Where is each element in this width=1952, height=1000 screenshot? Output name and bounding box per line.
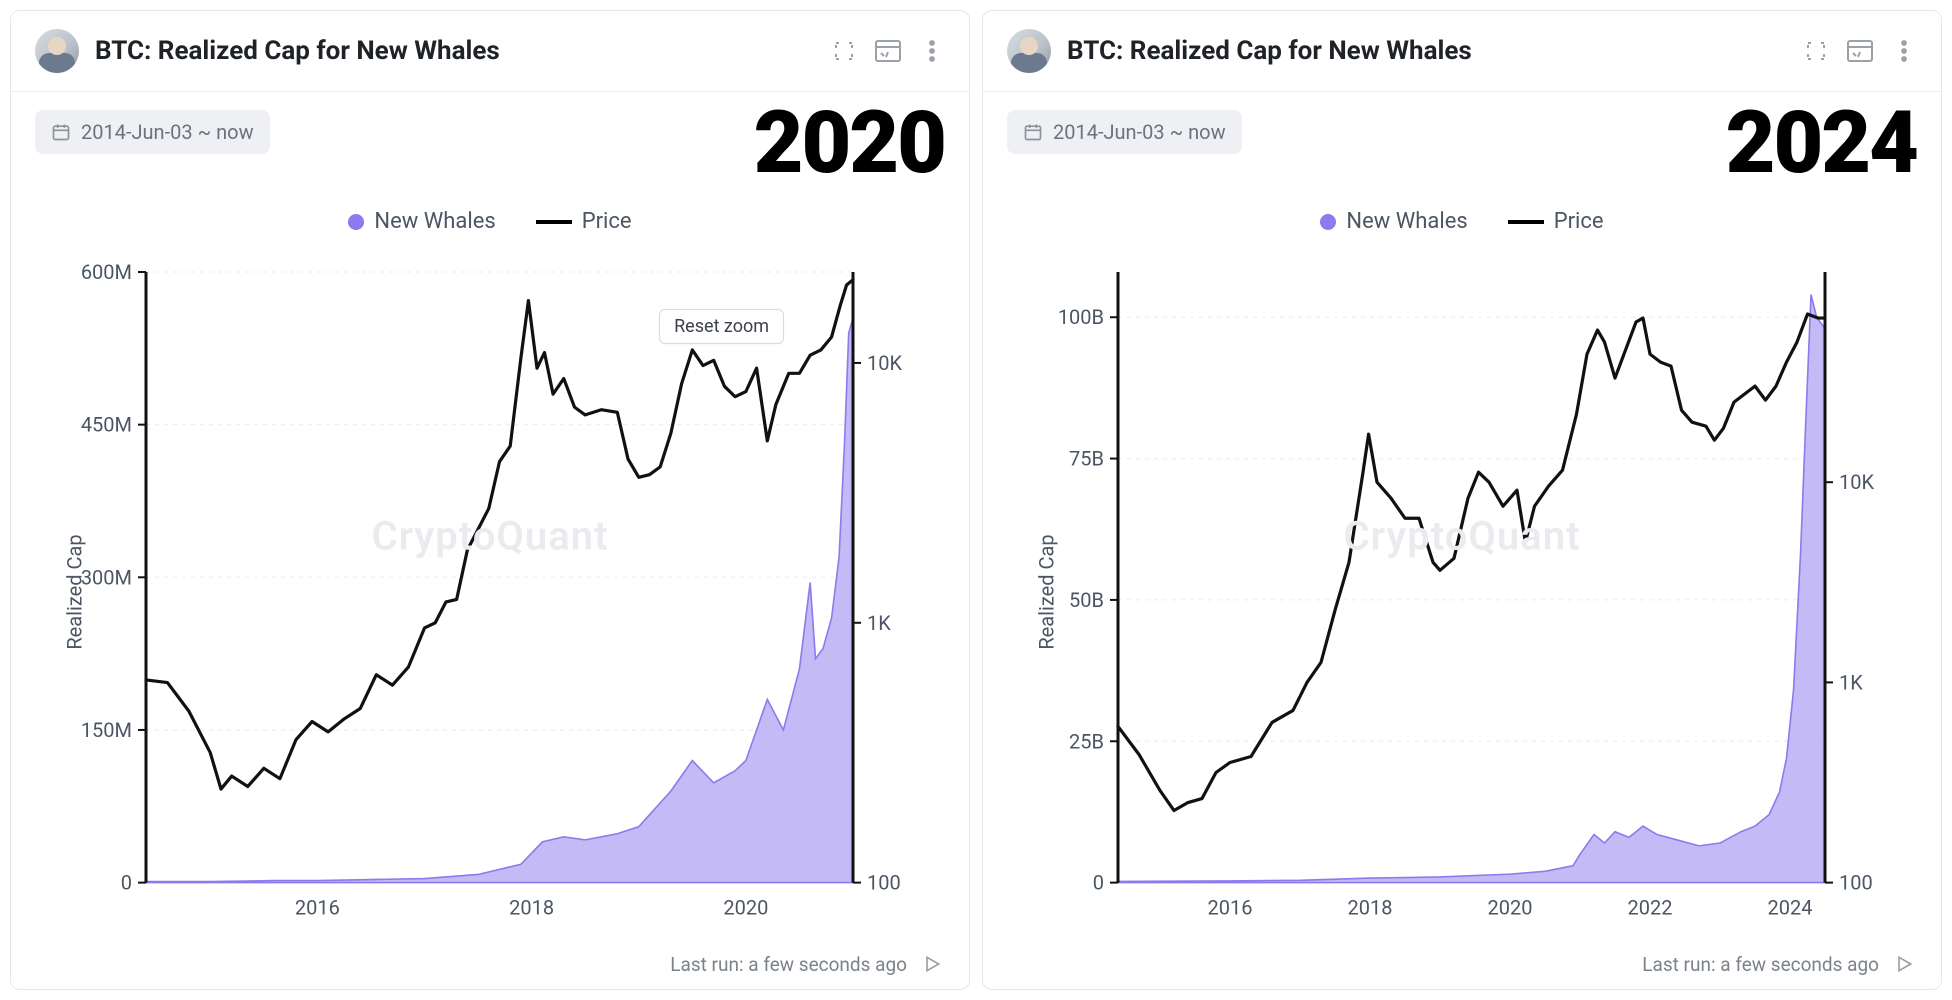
expand-icon[interactable]	[831, 38, 857, 64]
legend-price[interactable]: Price	[536, 209, 632, 234]
last-run-text: Last run: a few seconds ago	[670, 953, 907, 976]
chart-svg: 0 150M 300M 450M 600M 100 1K 10K 2016 2018 2020	[41, 252, 939, 941]
legend-new-whales[interactable]: New Whales	[348, 209, 495, 234]
svg-text:10K: 10K	[1839, 471, 1874, 495]
date-range-text: 2014-Jun-03 ~ now	[1053, 120, 1226, 144]
legend-new-whales[interactable]: New Whales	[1320, 209, 1467, 234]
svg-text:1K: 1K	[1839, 671, 1863, 695]
date-range-chip[interactable]: 2014-Jun-03 ~ now	[35, 110, 270, 154]
svg-text:1K: 1K	[867, 611, 891, 635]
more-icon[interactable]	[1891, 38, 1917, 64]
header-actions	[831, 38, 945, 64]
reset-zoom-button[interactable]: Reset zoom	[659, 309, 784, 344]
code-icon[interactable]	[875, 38, 901, 64]
year-overlay: 2024	[1726, 104, 1917, 181]
svg-text:0: 0	[1093, 871, 1104, 895]
svg-text:50B: 50B	[1069, 588, 1104, 612]
panel-footer: Last run: a few seconds ago	[11, 941, 969, 990]
chart-title: BTC: Realized Cap for New Whales	[95, 36, 831, 66]
svg-text:100: 100	[1839, 871, 1873, 895]
toolbar-row: 2014-Jun-03 ~ now 2024	[983, 92, 1941, 181]
svg-text:100B: 100B	[1058, 306, 1104, 330]
svg-text:2020: 2020	[723, 896, 768, 920]
legend-dot-icon	[1320, 214, 1336, 230]
legend-label-b: Price	[1554, 209, 1604, 234]
svg-text:2018: 2018	[1348, 896, 1393, 920]
chart-panel-left: BTC: Realized Cap for New Whales	[10, 10, 970, 990]
svg-text:75B: 75B	[1069, 447, 1104, 471]
svg-text:2016: 2016	[1208, 896, 1253, 920]
panel-footer: Last run: a few seconds ago	[983, 941, 1941, 990]
calendar-icon	[51, 122, 71, 142]
author-avatar[interactable]	[1007, 29, 1051, 73]
legend-label-a: New Whales	[374, 209, 495, 234]
svg-text:0: 0	[121, 871, 132, 895]
toolbar-row: 2014-Jun-03 ~ now 2020	[11, 92, 969, 181]
svg-text:2024: 2024	[1768, 896, 1813, 920]
svg-text:2022: 2022	[1628, 896, 1673, 920]
svg-text:25B: 25B	[1069, 730, 1104, 754]
panel-header: BTC: Realized Cap for New Whales	[983, 11, 1941, 92]
date-range-chip[interactable]: 2014-Jun-03 ~ now	[1007, 110, 1242, 154]
header-actions	[1803, 38, 1917, 64]
svg-text:150M: 150M	[81, 718, 132, 742]
calendar-icon	[1023, 122, 1043, 142]
chart-svg: 0 25B 50B 75B 100B 100 1K 10K 2016 2018 2020 2022 20…	[1013, 252, 1911, 941]
run-icon[interactable]	[919, 951, 945, 977]
legend-dot-icon	[348, 214, 364, 230]
panel-header: BTC: Realized Cap for New Whales	[11, 11, 969, 92]
date-range-text: 2014-Jun-03 ~ now	[81, 120, 254, 144]
chart-panel-right: BTC: Realized Cap for New Whales	[982, 10, 1942, 990]
more-icon[interactable]	[919, 38, 945, 64]
svg-text:450M: 450M	[81, 413, 132, 437]
svg-text:2016: 2016	[295, 896, 340, 920]
author-avatar[interactable]	[35, 29, 79, 73]
y-axis-label: Realized Cap	[63, 534, 87, 649]
legend-label-a: New Whales	[1346, 209, 1467, 234]
legend: New Whales Price	[983, 181, 1941, 242]
legend: New Whales Price	[11, 181, 969, 242]
year-overlay: 2020	[754, 104, 945, 181]
svg-text:2018: 2018	[509, 896, 554, 920]
code-icon[interactable]	[1847, 38, 1873, 64]
legend-line-icon	[1508, 220, 1544, 224]
legend-price[interactable]: Price	[1508, 209, 1604, 234]
legend-label-b: Price	[582, 209, 632, 234]
chart-area[interactable]: Realized Cap CryptoQuant 0150M300M450M60…	[11, 242, 969, 941]
chart-title: BTC: Realized Cap for New Whales	[1067, 36, 1803, 66]
run-icon[interactable]	[1891, 951, 1917, 977]
legend-line-icon	[536, 220, 572, 224]
svg-text:600M: 600M	[81, 260, 132, 284]
last-run-text: Last run: a few seconds ago	[1642, 953, 1879, 976]
svg-text:100: 100	[867, 871, 901, 895]
chart-area[interactable]: Realized Cap CryptoQuant 025B50B75B100B1…	[983, 242, 1941, 941]
svg-text:300M: 300M	[81, 566, 132, 590]
expand-icon[interactable]	[1803, 38, 1829, 64]
svg-text:2020: 2020	[1488, 896, 1533, 920]
y-axis-label: Realized Cap	[1035, 534, 1059, 649]
svg-text:10K: 10K	[867, 351, 902, 375]
